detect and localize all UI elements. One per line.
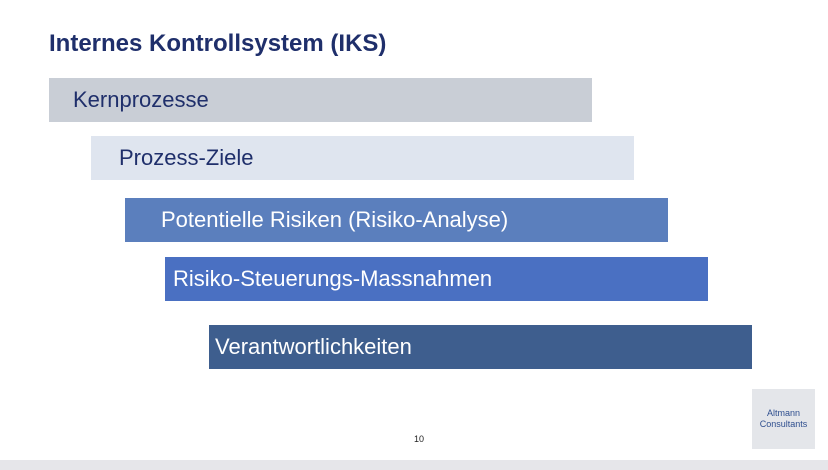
bar-label: Verantwortlichkeiten: [215, 334, 412, 359]
bar-label: Potentielle Risiken (Risiko-Analyse): [161, 207, 509, 232]
page-number: 10: [413, 434, 424, 444]
bar-label: Kernprozesse: [73, 87, 209, 112]
bar-label: Risiko-Steuerungs-Massnahmen: [173, 266, 493, 291]
bar-prozess-ziele: Prozess-Ziele: [91, 136, 634, 180]
bar-label: Prozess-Ziele: [119, 145, 254, 170]
slide-title: Internes Kontrollsystem (IKS): [49, 30, 387, 57]
bar-risiko-steuerungs-massnahmen: Risiko-Steuerungs-Massnahmen: [165, 257, 708, 301]
bar-verantwortlichkeiten: Verantwortlichkeiten: [209, 325, 752, 369]
company-logo: Altmann Consultants: [752, 389, 815, 449]
slide: Internes Kontrollsystem (IKS) Kernprozes…: [0, 0, 828, 460]
logo-line-1: Altmann: [766, 408, 801, 418]
bar-kernprozesse: Kernprozesse: [49, 78, 592, 122]
bottom-strip: [0, 460, 828, 470]
logo-line-2: Consultants: [759, 419, 808, 429]
bar-potentielle-risiken: Potentielle Risiken (Risiko-Analyse): [125, 198, 668, 242]
